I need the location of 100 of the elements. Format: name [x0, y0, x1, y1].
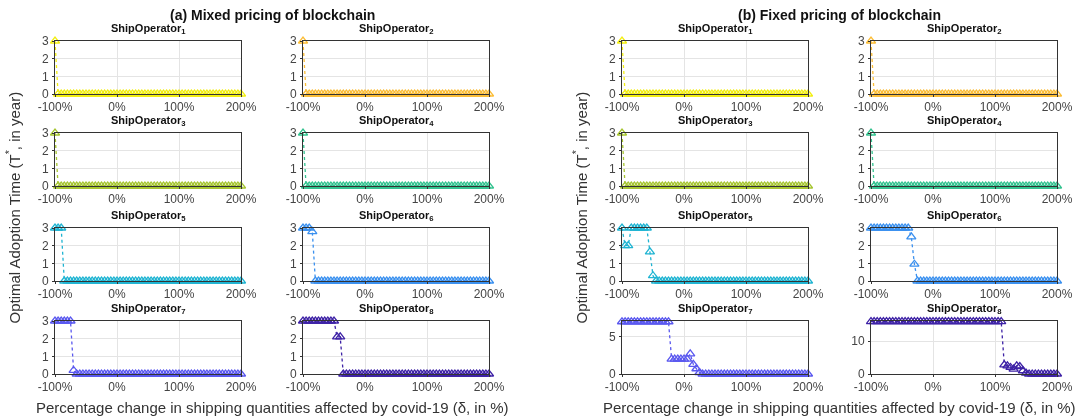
y-tick-label: 3 — [608, 34, 616, 49]
chart-title: ShipOperator$_{7}$ — [111, 302, 186, 317]
x-tick-label: 100% — [163, 380, 195, 395]
y-tick-label: 1 — [289, 256, 297, 271]
x-tick-label: 0% — [924, 287, 942, 302]
x-tick-label: 0% — [108, 380, 126, 395]
chart-title: ShipOperator$_{1}$ — [111, 22, 187, 37]
x-tick-label: 100% — [411, 192, 443, 207]
y-tick-label: 1 — [289, 161, 297, 176]
x-tick-label: 200% — [1041, 192, 1073, 207]
y-tick-label: 2 — [289, 238, 297, 253]
y-tick-label: 3 — [608, 126, 616, 141]
y-tick-label: 0 — [857, 274, 865, 289]
chart-title: ShipOperator$_{5}$ — [678, 209, 754, 224]
y-tick-label: 2 — [41, 51, 49, 66]
y-tick-label: 0 — [289, 274, 297, 289]
x-tick-label: 100% — [730, 380, 762, 395]
x-tick-label: -100% — [37, 192, 73, 207]
y-tick-label: 0 — [608, 367, 616, 382]
x-tick-label: 0% — [675, 287, 693, 302]
y-tick-label: 2 — [41, 143, 49, 158]
x-tick-label: 100% — [979, 287, 1011, 302]
x-tick-label: 0% — [356, 380, 374, 395]
y-tick-label: 2 — [289, 51, 297, 66]
y-tick-label: 1 — [608, 161, 616, 176]
y-tick-label: 1 — [41, 256, 49, 271]
y-tick-label: 0 — [857, 367, 865, 382]
x-tick-label: -100% — [285, 380, 321, 395]
x-tick-label: 200% — [225, 100, 257, 115]
chart-title: ShipOperator$_{2}$ — [359, 22, 434, 37]
chart-title: ShipOperator$_{5}$ — [111, 209, 187, 224]
chart-title: ShipOperator$_{6}$ — [927, 209, 1002, 224]
text: (a) Mixed pricing of blockchain — [170, 7, 376, 23]
x-tick-label: 0% — [924, 380, 942, 395]
y-tick-label: 3 — [289, 34, 297, 49]
text: (b) Fixed pricing of blockchain — [738, 7, 942, 23]
y-tick-label: 0 — [289, 87, 297, 102]
x-tick-label: 0% — [924, 100, 942, 115]
y-tick-label: 0 — [608, 87, 616, 102]
y-tick-label: 3 — [857, 126, 865, 141]
x-tick-label: -100% — [853, 287, 889, 302]
x-tick-label: 0% — [356, 287, 374, 302]
x-tick-label: -100% — [604, 287, 640, 302]
y-tick-label: 2 — [608, 51, 616, 66]
x-tick-label: 100% — [163, 100, 195, 115]
chart-title: ShipOperator$_{3}$ — [111, 114, 186, 129]
x-tick-label: -100% — [604, 380, 640, 395]
chart-title: ShipOperator$_{3}$ — [678, 114, 753, 129]
x-axis-title: Percentage change in shipping quantities affected by covid-19 (δ, in %) — [36, 399, 509, 416]
x-tick-label: -100% — [853, 100, 889, 115]
x-tick-label: 100% — [411, 287, 443, 302]
x-tick-label: 100% — [979, 380, 1011, 395]
x-tick-label: -100% — [285, 287, 321, 302]
y-tick-label: 1 — [289, 69, 297, 84]
x-tick-label: -100% — [853, 192, 889, 207]
x-tick-label: 0% — [356, 100, 374, 115]
y-tick-label: 3 — [289, 221, 297, 236]
y-tick-label: 0 — [41, 179, 49, 194]
x-tick-label: 200% — [225, 380, 257, 395]
x-tick-label: 100% — [163, 287, 195, 302]
x-tick-label: 200% — [792, 192, 824, 207]
y-tick-label: 0 — [41, 87, 49, 102]
y-tick-label: 3 — [41, 221, 49, 236]
x-tick-label: -100% — [853, 380, 889, 395]
y-tick-label: 1 — [857, 69, 865, 84]
x-tick-label: 0% — [108, 287, 126, 302]
x-tick-label: 200% — [792, 100, 824, 115]
x-tick-label: -100% — [37, 380, 73, 395]
y-tick-label: 0 — [608, 179, 616, 194]
x-tick-label: 200% — [1041, 287, 1073, 302]
y-tick-label: 1 — [41, 349, 49, 364]
y-tick-label: 3 — [41, 314, 49, 329]
x-axis-title: Percentage change in shipping quantities affected by covid-19 (δ, in %) — [603, 399, 1076, 416]
y-tick-label: 2 — [41, 238, 49, 253]
x-tick-label: 100% — [411, 100, 443, 115]
y-tick-label: 2 — [608, 238, 616, 253]
x-tick-label: 200% — [1041, 380, 1073, 395]
x-tick-label: 200% — [473, 380, 505, 395]
y-tick-label: 1 — [608, 256, 616, 271]
x-tick-label: 100% — [979, 192, 1011, 207]
x-tick-label: 100% — [730, 287, 762, 302]
y-tick-label: 3 — [857, 34, 865, 49]
x-tick-label: 0% — [924, 192, 942, 207]
chart-title: ShipOperator$_{7}$ — [678, 302, 753, 317]
y-tick-label: 2 — [608, 143, 616, 158]
y-tick-label: 0 — [857, 87, 865, 102]
y-tick-label: 10 — [851, 334, 865, 349]
x-tick-label: 0% — [108, 100, 126, 115]
x-tick-label: 0% — [675, 192, 693, 207]
x-tick-label: 200% — [473, 100, 505, 115]
y-tick-label: 0 — [608, 274, 616, 289]
y-tick-label: 3 — [41, 34, 49, 49]
x-tick-label: 0% — [675, 100, 693, 115]
y-tick-label: 0 — [289, 367, 297, 382]
y-tick-label: 2 — [857, 238, 865, 253]
x-tick-label: -100% — [285, 192, 321, 207]
y-tick-label: 0 — [41, 367, 49, 382]
y-tick-label: 5 — [608, 329, 616, 344]
y-tick-label: 3 — [41, 126, 49, 141]
x-tick-label: 200% — [792, 380, 824, 395]
